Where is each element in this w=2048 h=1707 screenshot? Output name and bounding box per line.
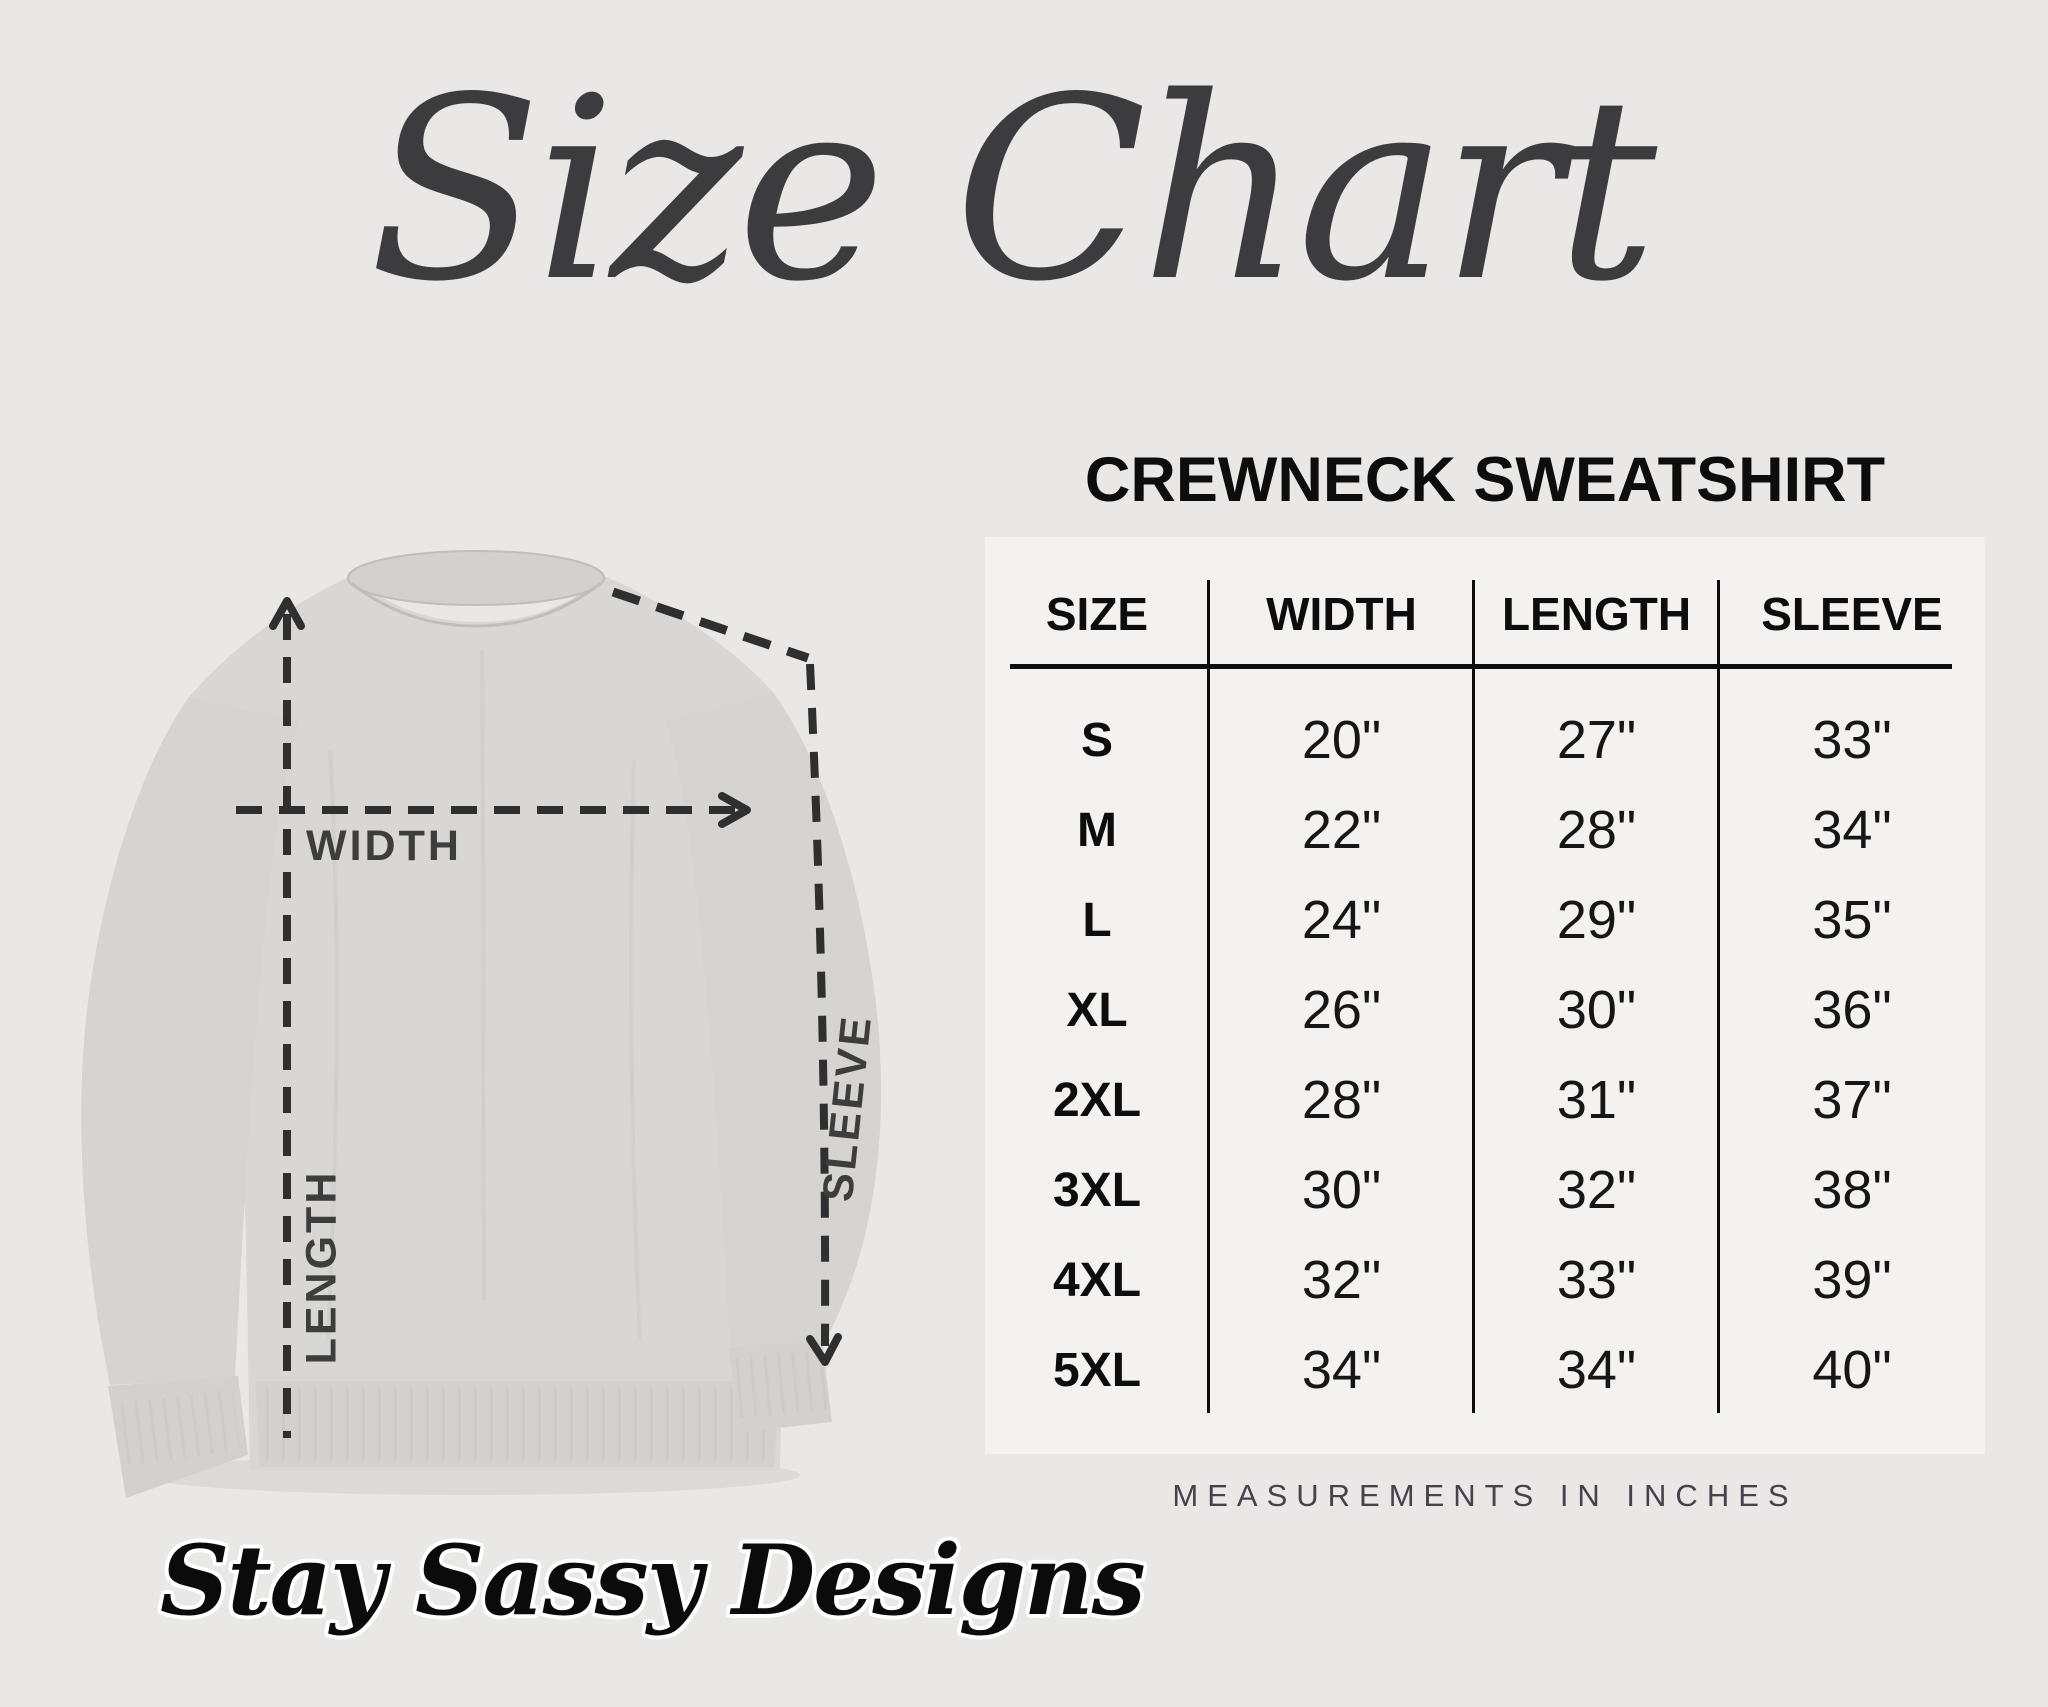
- product-heading: CREWNECK SWEATSHIRT: [1084, 445, 1886, 515]
- sleeve-cell: 33": [1812, 710, 1892, 770]
- size-table-panel: SIZE WIDTH LENGTH SLEEVE S 20" 27" 33" M…: [985, 537, 1985, 1454]
- length-measure-label: LENGTH: [297, 1169, 346, 1365]
- sweatshirt-body: [189, 576, 793, 1470]
- width-measure-label: WIDTH: [306, 822, 462, 870]
- length-cell: 34": [1556, 1340, 1637, 1400]
- sweatshirt-right-sleeve: [665, 691, 882, 1348]
- length-cell: 28": [1556, 800, 1637, 860]
- length-cell: 33": [1556, 1250, 1637, 1310]
- page-title: Size Chart: [368, 43, 1657, 337]
- size-cell: 2XL: [1052, 1073, 1142, 1127]
- right-cuff-ribbing: [735, 1350, 829, 1418]
- size-cell: L: [1082, 893, 1112, 947]
- column-separator: [1472, 580, 1475, 1413]
- table-row: 3XL 30" 32" 38": [985, 1145, 1985, 1235]
- size-cell: 4XL: [1052, 1253, 1142, 1307]
- width-cell: 28": [1301, 1070, 1382, 1130]
- left-cuff-ribbing: [120, 1389, 240, 1465]
- length-measure-line: [269, 597, 305, 1438]
- length-arrow-up-icon: [269, 597, 305, 630]
- collar-seam: [351, 582, 601, 628]
- length-cell: 27": [1556, 710, 1637, 770]
- sweatshirt-diagram: WIDTH LENGTH SLEEVE: [0, 0, 980, 1707]
- table-row: M 22" 28" 34": [985, 785, 1985, 875]
- length-cell: 31": [1556, 1070, 1637, 1130]
- measurements-note: MEASUREMENTS IN INCHES: [1172, 1478, 1798, 1513]
- length-cell: 29": [1556, 890, 1637, 950]
- width-cell: 32": [1301, 1250, 1382, 1310]
- sleeve-arrow-down-icon: [806, 1333, 842, 1366]
- table-header-row: SIZE WIDTH LENGTH SLEEVE: [985, 537, 1985, 664]
- left-cuff: [108, 1376, 248, 1498]
- sweatshirt-back-illustration: [81, 550, 882, 1498]
- width-cell: 20": [1301, 710, 1382, 770]
- table-row: L 24" 29" 35": [985, 875, 1985, 965]
- length-cell: 30": [1556, 980, 1637, 1040]
- size-cell: M: [1077, 803, 1117, 857]
- column-header-size: SIZE: [1045, 587, 1149, 640]
- size-cell: XL: [1066, 983, 1128, 1037]
- size-cell: S: [1080, 713, 1113, 767]
- column-header-sleeve: SLEEVE: [1761, 587, 1943, 640]
- column-separator: [1207, 580, 1210, 1413]
- brand-logo: Stay Sassy Designs: [160, 1524, 1146, 1637]
- table-body: S 20" 27" 33" M 22" 28" 34" L 24" 29" 35…: [985, 664, 1985, 1415]
- table-row: S 20" 27" 33": [985, 695, 1985, 785]
- sweatshirt-collar: [347, 550, 605, 606]
- table-row: XL 26" 30" 36": [985, 965, 1985, 1055]
- size-cell: 5XL: [1052, 1343, 1142, 1397]
- column-separator: [1717, 580, 1720, 1413]
- column-header-width: WIDTH: [1266, 587, 1417, 640]
- sleeve-measure-line: [611, 587, 842, 1366]
- table-row: 2XL 28" 31" 37": [985, 1055, 1985, 1145]
- width-cell: 24": [1301, 890, 1382, 950]
- size-cell: 3XL: [1052, 1163, 1142, 1217]
- sweatshirt-left-sleeve: [81, 697, 301, 1385]
- fabric-folds: [326, 649, 642, 1341]
- sleeve-cell: 35": [1812, 890, 1892, 950]
- sleeve-cell: 36": [1812, 980, 1892, 1040]
- width-cell: 34": [1301, 1340, 1382, 1400]
- length-cell: 32": [1556, 1160, 1637, 1220]
- width-arrow-right-icon: [718, 792, 751, 828]
- waistband: [255, 1381, 780, 1467]
- table-row: 5XL 34" 34" 40": [985, 1325, 1985, 1415]
- width-cell: 26": [1301, 980, 1382, 1040]
- width-measure-line: [236, 792, 751, 828]
- sleeve-cell: 34": [1812, 800, 1892, 860]
- column-header-length: LENGTH: [1501, 587, 1692, 640]
- width-cell: 22": [1301, 800, 1382, 860]
- sleeve-cell: 38": [1812, 1160, 1892, 1220]
- header-rule: [1010, 664, 1952, 669]
- table-row: 4XL 32" 33" 39": [985, 1235, 1985, 1325]
- sleeve-cell: 39": [1812, 1250, 1892, 1310]
- sleeve-cell: 40": [1812, 1340, 1892, 1400]
- sleeve-cell: 37": [1812, 1070, 1892, 1130]
- width-cell: 30": [1301, 1160, 1382, 1220]
